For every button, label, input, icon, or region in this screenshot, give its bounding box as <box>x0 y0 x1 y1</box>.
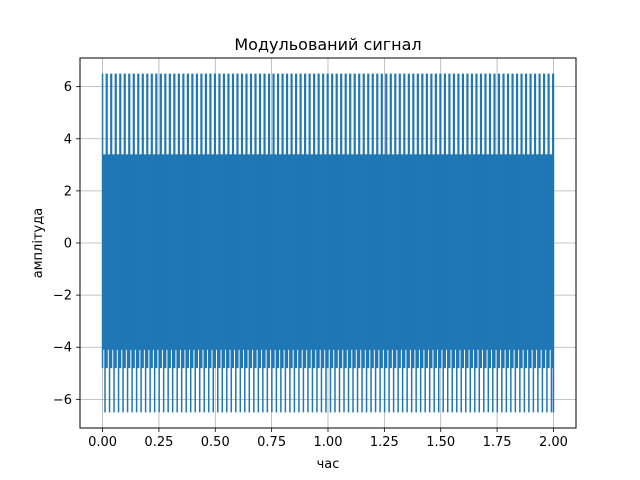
chart-title: Модульований сигнал <box>234 35 421 54</box>
y-tick-label: 4 <box>64 132 72 147</box>
x-tick-label: 1.25 <box>370 435 399 450</box>
y-axis-label: амплітуда <box>31 208 46 278</box>
x-tick-label: 0.75 <box>257 435 286 450</box>
x-tick-label: 1.50 <box>426 435 455 450</box>
series-layer <box>101 73 555 413</box>
y-tick-label: 2 <box>64 184 72 199</box>
y-tick-label: −6 <box>53 393 72 408</box>
x-tick-label: 1.75 <box>483 435 512 450</box>
x-tick-label: 2.00 <box>539 435 568 450</box>
x-tick-label: 0.00 <box>88 435 117 450</box>
y-tick-label: −2 <box>53 289 72 304</box>
signal-line <box>101 73 555 413</box>
y-tick-label: 6 <box>64 80 72 95</box>
x-tick-label: 0.50 <box>201 435 230 450</box>
x-axis-label: час <box>317 457 340 472</box>
x-tick-label: 0.25 <box>144 435 173 450</box>
x-ticks: 0.00 0.25 0.50 0.75 1.00 1.25 1.50 1.75 2.00 <box>88 428 568 450</box>
x-tick-label: 1.00 <box>314 435 343 450</box>
y-ticks: −6 −4 −2 0 2 4 6 <box>53 80 80 408</box>
y-tick-label: −4 <box>53 341 72 356</box>
y-tick-label: 0 <box>64 237 72 252</box>
